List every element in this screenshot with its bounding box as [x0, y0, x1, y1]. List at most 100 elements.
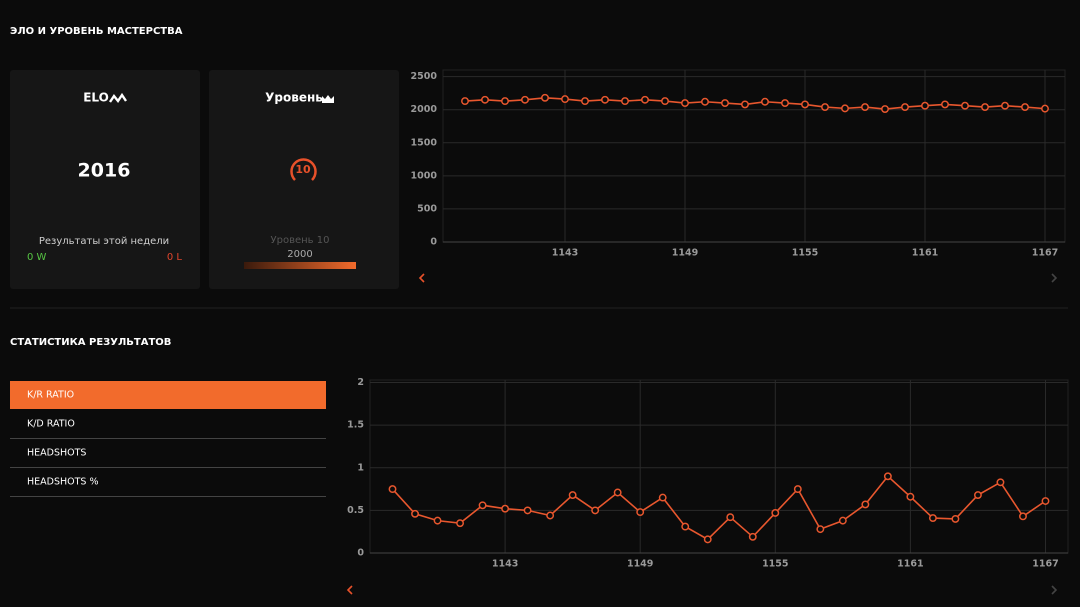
point	[906, 492, 915, 501]
point	[883, 472, 892, 481]
level-label: Уровень 10	[271, 235, 330, 246]
point	[658, 493, 667, 502]
point	[761, 97, 769, 106]
tab[interactable]: K/R RATIO	[27, 390, 74, 401]
elo-card	[10, 70, 200, 289]
y-tick-label: 1.5	[347, 420, 364, 431]
y-tick-label: 0.5	[347, 505, 364, 516]
section-title: ЭЛО И УРОВЕНЬ МАСТЕРСТВА	[10, 26, 183, 37]
x-tick-label: 1149	[627, 559, 653, 570]
point	[478, 501, 487, 510]
point	[523, 506, 532, 515]
y-tick-label: 0	[430, 237, 437, 248]
point	[621, 97, 629, 106]
level-ring	[290, 158, 317, 181]
point	[388, 485, 397, 494]
point	[1021, 103, 1029, 111]
point	[541, 93, 549, 102]
elo-value: 2016	[78, 160, 131, 182]
point	[613, 488, 622, 497]
level-number: 10	[295, 163, 311, 176]
point	[801, 100, 809, 109]
prev-arrow[interactable]	[346, 585, 353, 595]
point	[816, 525, 825, 534]
point	[771, 508, 780, 517]
x-tick-label: 1155	[792, 248, 818, 259]
point	[981, 103, 989, 111]
point	[1041, 104, 1049, 113]
point	[961, 101, 969, 110]
point	[721, 99, 729, 108]
level-title: Уровень	[265, 91, 323, 105]
point	[941, 100, 949, 109]
point	[481, 95, 489, 104]
point	[636, 508, 645, 517]
x-tick-label: 1143	[552, 248, 578, 259]
point	[661, 97, 669, 106]
prev-arrow[interactable]	[418, 273, 425, 283]
point	[781, 99, 789, 108]
y-tick-label: 2500	[411, 71, 438, 82]
point	[641, 95, 649, 104]
point	[703, 535, 712, 544]
point	[821, 103, 829, 111]
point	[546, 511, 555, 520]
wins: 0 W	[27, 252, 47, 263]
line	[391, 475, 1046, 541]
point	[521, 95, 529, 104]
point	[461, 97, 469, 106]
point	[741, 100, 749, 109]
y-tick-label: 1500	[411, 137, 438, 148]
losses: 0 L	[167, 252, 183, 263]
x-tick-label: 1167	[1032, 248, 1058, 259]
point	[581, 97, 589, 106]
point	[901, 103, 909, 111]
plot-frame	[442, 69, 1066, 243]
point	[861, 500, 870, 509]
y-tick-label: 2000	[411, 104, 438, 115]
point	[928, 514, 937, 523]
tab-active[interactable]	[10, 381, 326, 409]
point	[456, 519, 465, 528]
point	[568, 491, 577, 499]
point	[996, 478, 1005, 487]
next-arrow[interactable]	[1051, 585, 1058, 595]
tab[interactable]: HEADSHOTS	[27, 448, 86, 459]
point	[1019, 512, 1027, 521]
x-tick-label: 1161	[897, 559, 923, 570]
section-title: СТАТИСТИКА РЕЗУЛЬТАТОВ	[10, 337, 171, 348]
x-tick-label: 1161	[912, 248, 938, 259]
y-tick-label: 0	[357, 548, 364, 559]
point	[838, 516, 847, 525]
point	[601, 95, 609, 104]
point	[793, 485, 802, 494]
level-progress	[244, 262, 356, 269]
line	[464, 96, 1046, 110]
level-points: 2000	[287, 249, 312, 260]
x-tick-label: 1155	[762, 559, 788, 570]
point	[411, 509, 419, 518]
point	[501, 97, 509, 106]
point	[701, 97, 709, 106]
point	[951, 514, 960, 523]
point	[591, 506, 600, 515]
x-tick-label: 1143	[492, 559, 518, 570]
y-tick-label: 1	[357, 462, 364, 473]
point	[881, 105, 889, 113]
point	[433, 516, 442, 525]
point	[681, 522, 690, 531]
next-arrow[interactable]	[1051, 273, 1058, 283]
x-tick-label: 1167	[1032, 559, 1058, 570]
point	[861, 103, 869, 111]
tab[interactable]: K/D RATIO	[27, 419, 75, 430]
point	[561, 95, 569, 104]
crown-icon	[322, 95, 334, 103]
point	[973, 491, 982, 499]
plot-frame	[369, 379, 1069, 554]
point	[748, 532, 757, 541]
x-tick-label: 1149	[672, 248, 698, 259]
tab[interactable]: HEADSHOTS %	[27, 477, 99, 488]
point	[921, 101, 929, 110]
point	[681, 99, 689, 108]
